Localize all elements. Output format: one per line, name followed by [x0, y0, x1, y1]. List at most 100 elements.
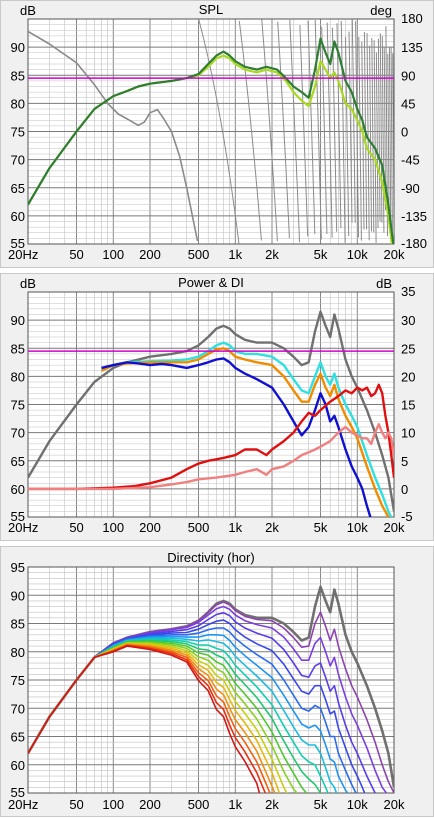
y-tick-label: 55	[11, 236, 25, 251]
chart-title: Power & DI	[178, 275, 244, 290]
y-tick-label: 60	[11, 209, 25, 224]
series-group	[28, 585, 394, 793]
series-group	[28, 310, 394, 517]
y2-tick-label: 25	[401, 341, 415, 356]
y-tick-label: 85	[11, 68, 25, 83]
x-tick-label: 20k	[384, 520, 405, 535]
y2-tick-label: 15	[401, 398, 415, 413]
y2-axis-label: dB	[376, 276, 392, 291]
plot-frame	[27, 291, 395, 518]
x-tick-label: 20k	[384, 247, 405, 262]
x-tick-label: 2k	[265, 797, 279, 812]
x-tick-label: 50	[69, 247, 83, 262]
plot-frame	[27, 18, 395, 245]
y2-tick-label: -180	[401, 236, 427, 251]
x-tick-label: 5k	[314, 247, 328, 262]
y2-tick-label: 135	[401, 40, 423, 55]
x-tick-label: 500	[188, 797, 210, 812]
directivity-chart-panel: Directivity (hor) 95 90 85 80 75 70 65 60 55 20Hz 5…	[0, 546, 434, 817]
y-tick-label: 80	[11, 96, 25, 111]
series-line	[28, 605, 388, 793]
y2-tick-label: -135	[401, 209, 427, 224]
power-di-chart-panel: Power & DI 90 85 80 75 70 65 60 55 dB 35 30 25 20 15 10…	[0, 273, 434, 541]
y-tick-label: 75	[11, 673, 25, 688]
y2-tick-label: -5	[401, 509, 413, 524]
spl-chart: SPL 90 85 80 75 70 65 60 55 dB 180 135 90 45 0 -45 -90 -1…	[8, 2, 427, 262]
x-tick-label: 200	[139, 520, 161, 535]
grid	[27, 291, 395, 518]
y-tick-label: 65	[11, 454, 25, 469]
x-tick-label: 10k	[347, 797, 368, 812]
x-tick-label: 20Hz	[8, 247, 38, 262]
y-tick-label: 90	[11, 313, 25, 328]
y2-tick-label: -90	[401, 181, 420, 196]
y2-tick-label: 10	[401, 426, 415, 441]
x-tick-label: 1k	[228, 520, 242, 535]
y-tick-label: 85	[11, 341, 25, 356]
x-tick-label: 2k	[265, 520, 279, 535]
y-tick-label: 80	[11, 369, 25, 384]
y2-axis-label: deg	[370, 3, 392, 18]
y-tick-label: 60	[11, 758, 25, 773]
y-tick-label: 95	[11, 560, 25, 575]
y-tick-label: 90	[11, 40, 25, 55]
power-di-chart: Power & DI 90 85 80 75 70 65 60 55 dB 35 30 25 20 15 10…	[8, 275, 415, 535]
y-tick-label: 65	[11, 181, 25, 196]
y2-tick-label: 35	[401, 284, 415, 299]
x-tick-label: 5k	[314, 797, 328, 812]
y-axis-label: dB	[20, 3, 36, 18]
y-tick-label: 55	[11, 785, 25, 800]
y-tick-label: 90	[11, 588, 25, 603]
y-tick-label: 70	[11, 426, 25, 441]
series-line	[28, 310, 394, 512]
x-tick-label: 10k	[347, 520, 368, 535]
series-line	[28, 383, 394, 491]
y-tick-label: 65	[11, 730, 25, 745]
grid	[27, 18, 395, 245]
x-tick-label: 100	[102, 520, 124, 535]
x-tick-label: 2k	[265, 247, 279, 262]
spl-chart-panel: SPL 90 85 80 75 70 65 60 55 dB 180 135 90 45 0 -45 -90 -1…	[0, 0, 434, 268]
y-tick-label: 60	[11, 482, 25, 497]
y2-tick-label: -45	[401, 153, 420, 168]
x-tick-label: 20Hz	[8, 520, 38, 535]
y-tick-label: 85	[11, 617, 25, 632]
series-group	[28, 19, 394, 244]
chart-title: SPL	[199, 2, 224, 17]
y-tick-label: 70	[11, 153, 25, 168]
series-line	[28, 645, 261, 793]
chart-title: Directivity (hor)	[167, 550, 254, 565]
x-tick-label: 50	[69, 797, 83, 812]
y2-tick-label: 90	[401, 68, 415, 83]
y2-tick-label: 180	[401, 11, 423, 26]
y-axis-label: dB	[20, 276, 36, 291]
y2-tick-label: 45	[401, 96, 415, 111]
y-tick-label: 75	[11, 125, 25, 140]
x-tick-label: 10k	[347, 247, 368, 262]
y2-tick-label: 0	[401, 125, 408, 140]
y2-tick-label: 20	[401, 369, 415, 384]
x-tick-label: 500	[188, 520, 210, 535]
y2-tick-label: 30	[401, 313, 415, 328]
series-line	[28, 612, 377, 793]
x-tick-label: 500	[188, 247, 210, 262]
series-line	[100, 341, 393, 517]
x-tick-label: 1k	[228, 247, 242, 262]
x-tick-label: 20k	[384, 797, 405, 812]
x-tick-label: 100	[102, 797, 124, 812]
y-tick-label: 70	[11, 701, 25, 716]
x-tick-label: 1k	[228, 797, 242, 812]
y-tick-label: 80	[11, 645, 25, 660]
y2-tick-label: 0	[401, 482, 408, 497]
x-tick-label: 5k	[314, 520, 328, 535]
series-line	[101, 357, 372, 517]
y2-tick-label: 5	[401, 454, 408, 469]
series-line	[28, 423, 394, 491]
x-tick-label: 20Hz	[8, 797, 38, 812]
x-tick-label: 100	[102, 247, 124, 262]
x-tick-label: 200	[139, 247, 161, 262]
x-tick-label: 50	[69, 520, 83, 535]
y-tick-label: 75	[11, 398, 25, 413]
x-tick-label: 200	[139, 797, 161, 812]
